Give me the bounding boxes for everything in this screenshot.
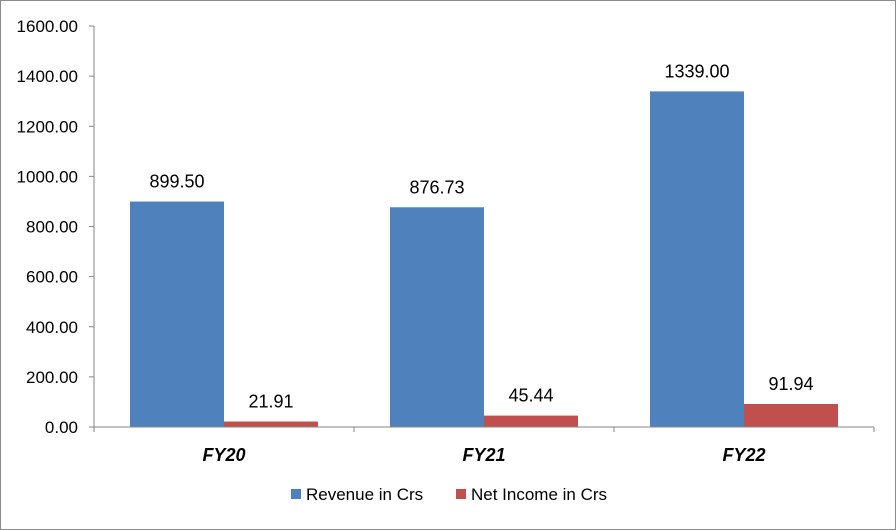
bar-revenue-in-crs-fy20 [130,201,224,427]
legend-label: Revenue in Crs [306,485,423,504]
y-tick-label: 200.00 [26,368,78,387]
legend-swatch [456,489,466,499]
bar-net-income-in-crs-fy21 [484,415,578,427]
data-label: 45.44 [508,386,553,406]
data-label: 899.50 [149,172,204,192]
bar-revenue-in-crs-fy21 [390,207,484,427]
x-axis: FY20 FY21 FY22 [93,426,875,465]
y-tick-label: 800.00 [26,218,78,237]
y-tick-label: 0.00 [45,418,78,437]
y-tick-label: 1000.00 [17,167,78,186]
bars: 899.50 21.91 876.73 45.44 1339.00 91.94 [130,61,838,428]
y-tick-label: 600.00 [26,268,78,287]
y-tick-label: 1600.00 [17,17,78,36]
bar-net-income-in-crs-fy20 [224,421,318,427]
x-category-label: FY21 [462,445,505,465]
x-category-label: FY22 [722,445,765,465]
data-label: 21.91 [248,392,293,412]
x-category-label: FY20 [202,445,245,465]
data-label: 1339.00 [664,61,729,81]
bar-net-income-in-crs-fy22 [744,403,838,427]
legend-swatch [291,489,301,499]
y-axis: 0.00 200.00 400.00 600.00 800.00 1000.00 1200.… [17,17,95,437]
y-tick-label: 400.00 [26,318,78,337]
data-label: 876.73 [409,177,464,197]
y-tick-label: 1200.00 [17,117,78,136]
y-tick-label: 1400.00 [17,67,78,86]
bar-revenue-in-crs-fy22 [650,91,744,428]
legend: Revenue in Crs Net Income in Crs [291,485,607,504]
legend-label: Net Income in Crs [471,485,607,504]
data-label: 91.94 [768,374,813,394]
